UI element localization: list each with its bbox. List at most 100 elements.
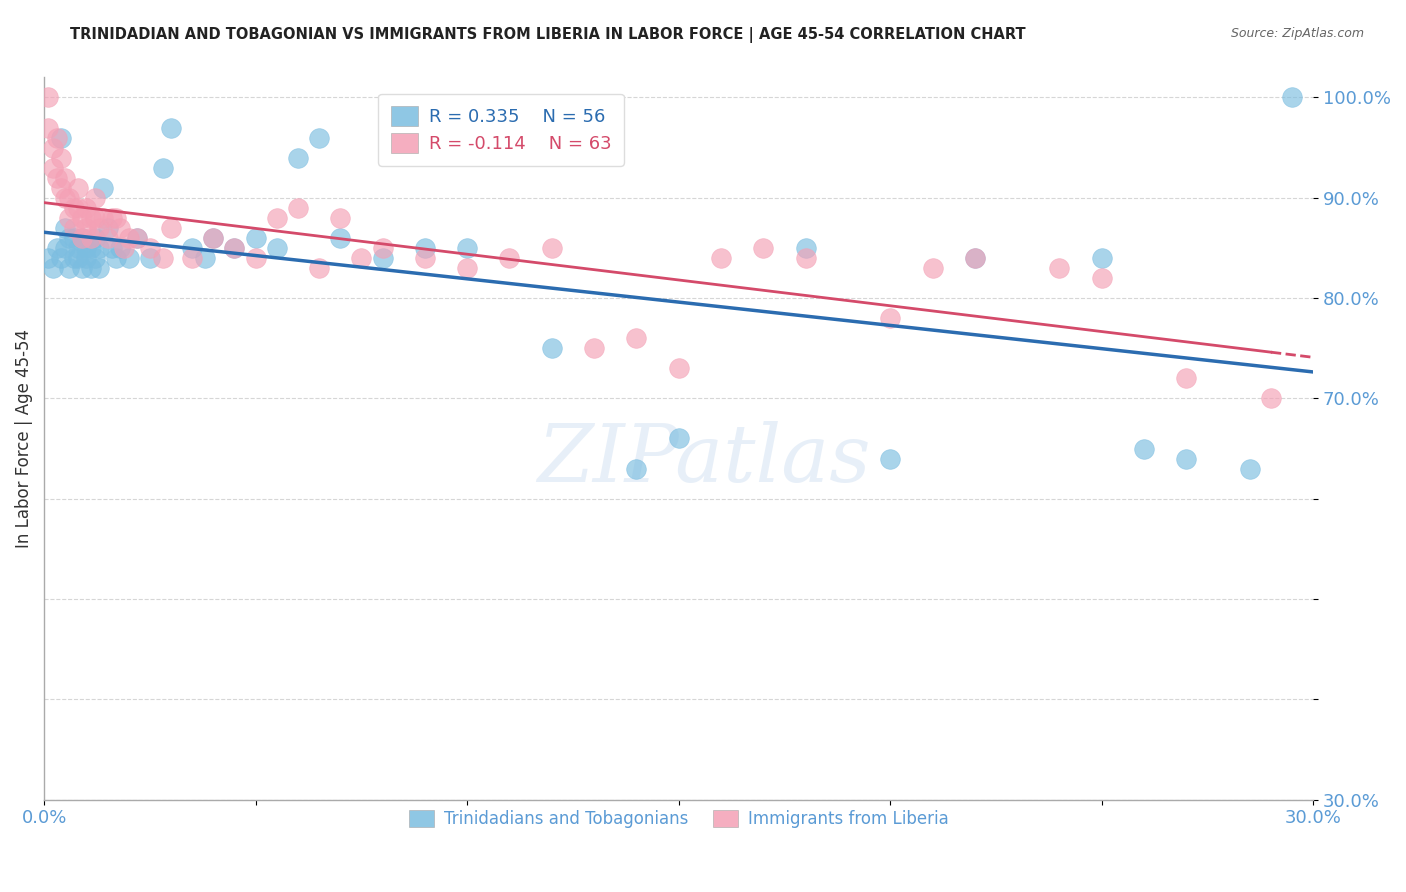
Point bbox=[66, 180, 89, 194]
Point bbox=[97, 231, 120, 245]
Point bbox=[127, 231, 149, 245]
Point bbox=[37, 251, 59, 265]
Point bbox=[58, 231, 80, 245]
Point bbox=[70, 260, 93, 275]
Text: TRINIDADIAN AND TOBAGONIAN VS IMMIGRANTS FROM LIBERIA IN LABOR FORCE | AGE 45-54: TRINIDADIAN AND TOBAGONIAN VS IMMIGRANTS… bbox=[70, 27, 1026, 43]
Point bbox=[1049, 260, 1071, 275]
Point bbox=[752, 241, 775, 255]
Point bbox=[114, 241, 136, 255]
Point bbox=[105, 211, 128, 225]
Point bbox=[91, 180, 114, 194]
Point bbox=[87, 260, 110, 275]
Point bbox=[963, 251, 986, 265]
Point bbox=[87, 220, 110, 235]
Point bbox=[53, 191, 76, 205]
Point bbox=[45, 130, 67, 145]
Point bbox=[37, 90, 59, 104]
Point bbox=[1091, 271, 1114, 285]
Point bbox=[181, 251, 204, 265]
Point bbox=[456, 260, 478, 275]
Point bbox=[105, 251, 128, 265]
Point bbox=[79, 260, 101, 275]
Point bbox=[498, 251, 520, 265]
Point bbox=[181, 241, 204, 255]
Point bbox=[224, 241, 246, 255]
Point bbox=[194, 251, 217, 265]
Point bbox=[139, 241, 162, 255]
Point bbox=[350, 251, 373, 265]
Point bbox=[41, 141, 63, 155]
Point bbox=[413, 251, 436, 265]
Point bbox=[160, 120, 183, 135]
Point bbox=[1091, 251, 1114, 265]
Point bbox=[1281, 90, 1303, 104]
Point bbox=[224, 241, 246, 255]
Point bbox=[66, 201, 89, 215]
Point bbox=[49, 130, 72, 145]
Point bbox=[58, 211, 80, 225]
Point bbox=[1133, 442, 1156, 456]
Point bbox=[626, 331, 648, 345]
Point bbox=[245, 231, 267, 245]
Point bbox=[1175, 451, 1198, 466]
Point bbox=[245, 251, 267, 265]
Point bbox=[53, 170, 76, 185]
Point bbox=[668, 432, 690, 446]
Point bbox=[118, 251, 141, 265]
Y-axis label: In Labor Force | Age 45-54: In Labor Force | Age 45-54 bbox=[15, 329, 32, 548]
Point bbox=[83, 231, 105, 245]
Point bbox=[456, 241, 478, 255]
Point bbox=[266, 211, 288, 225]
Point bbox=[53, 241, 76, 255]
Point bbox=[879, 451, 901, 466]
Point bbox=[329, 211, 352, 225]
Point bbox=[41, 161, 63, 175]
Text: ZIPatlas: ZIPatlas bbox=[537, 421, 870, 499]
Point bbox=[139, 251, 162, 265]
Point bbox=[413, 241, 436, 255]
Point bbox=[41, 260, 63, 275]
Point bbox=[79, 241, 101, 255]
Point bbox=[626, 461, 648, 475]
Point bbox=[668, 361, 690, 376]
Point bbox=[70, 231, 93, 245]
Point bbox=[710, 251, 733, 265]
Point bbox=[66, 241, 89, 255]
Point bbox=[963, 251, 986, 265]
Point bbox=[202, 231, 225, 245]
Point bbox=[49, 251, 72, 265]
Point bbox=[152, 251, 174, 265]
Point bbox=[62, 251, 84, 265]
Point bbox=[583, 341, 606, 355]
Point bbox=[202, 231, 225, 245]
Point bbox=[79, 211, 101, 225]
Point bbox=[127, 231, 149, 245]
Point bbox=[118, 231, 141, 245]
Point bbox=[58, 191, 80, 205]
Point bbox=[371, 251, 394, 265]
Point bbox=[37, 120, 59, 135]
Point bbox=[110, 241, 132, 255]
Point bbox=[49, 180, 72, 194]
Point bbox=[152, 161, 174, 175]
Point bbox=[75, 220, 97, 235]
Point bbox=[308, 260, 330, 275]
Point bbox=[70, 211, 93, 225]
Point bbox=[1239, 461, 1261, 475]
Point bbox=[308, 130, 330, 145]
Point bbox=[540, 341, 562, 355]
Point bbox=[83, 251, 105, 265]
Point bbox=[62, 201, 84, 215]
Point bbox=[101, 211, 124, 225]
Point bbox=[75, 241, 97, 255]
Point bbox=[79, 231, 101, 245]
Text: Source: ZipAtlas.com: Source: ZipAtlas.com bbox=[1230, 27, 1364, 40]
Point bbox=[70, 231, 93, 245]
Point bbox=[97, 220, 120, 235]
Point bbox=[371, 241, 394, 255]
Point bbox=[160, 220, 183, 235]
Point bbox=[101, 241, 124, 255]
Point bbox=[58, 260, 80, 275]
Point bbox=[794, 241, 817, 255]
Legend: Trinidadians and Tobagonians, Immigrants from Liberia: Trinidadians and Tobagonians, Immigrants… bbox=[402, 803, 956, 835]
